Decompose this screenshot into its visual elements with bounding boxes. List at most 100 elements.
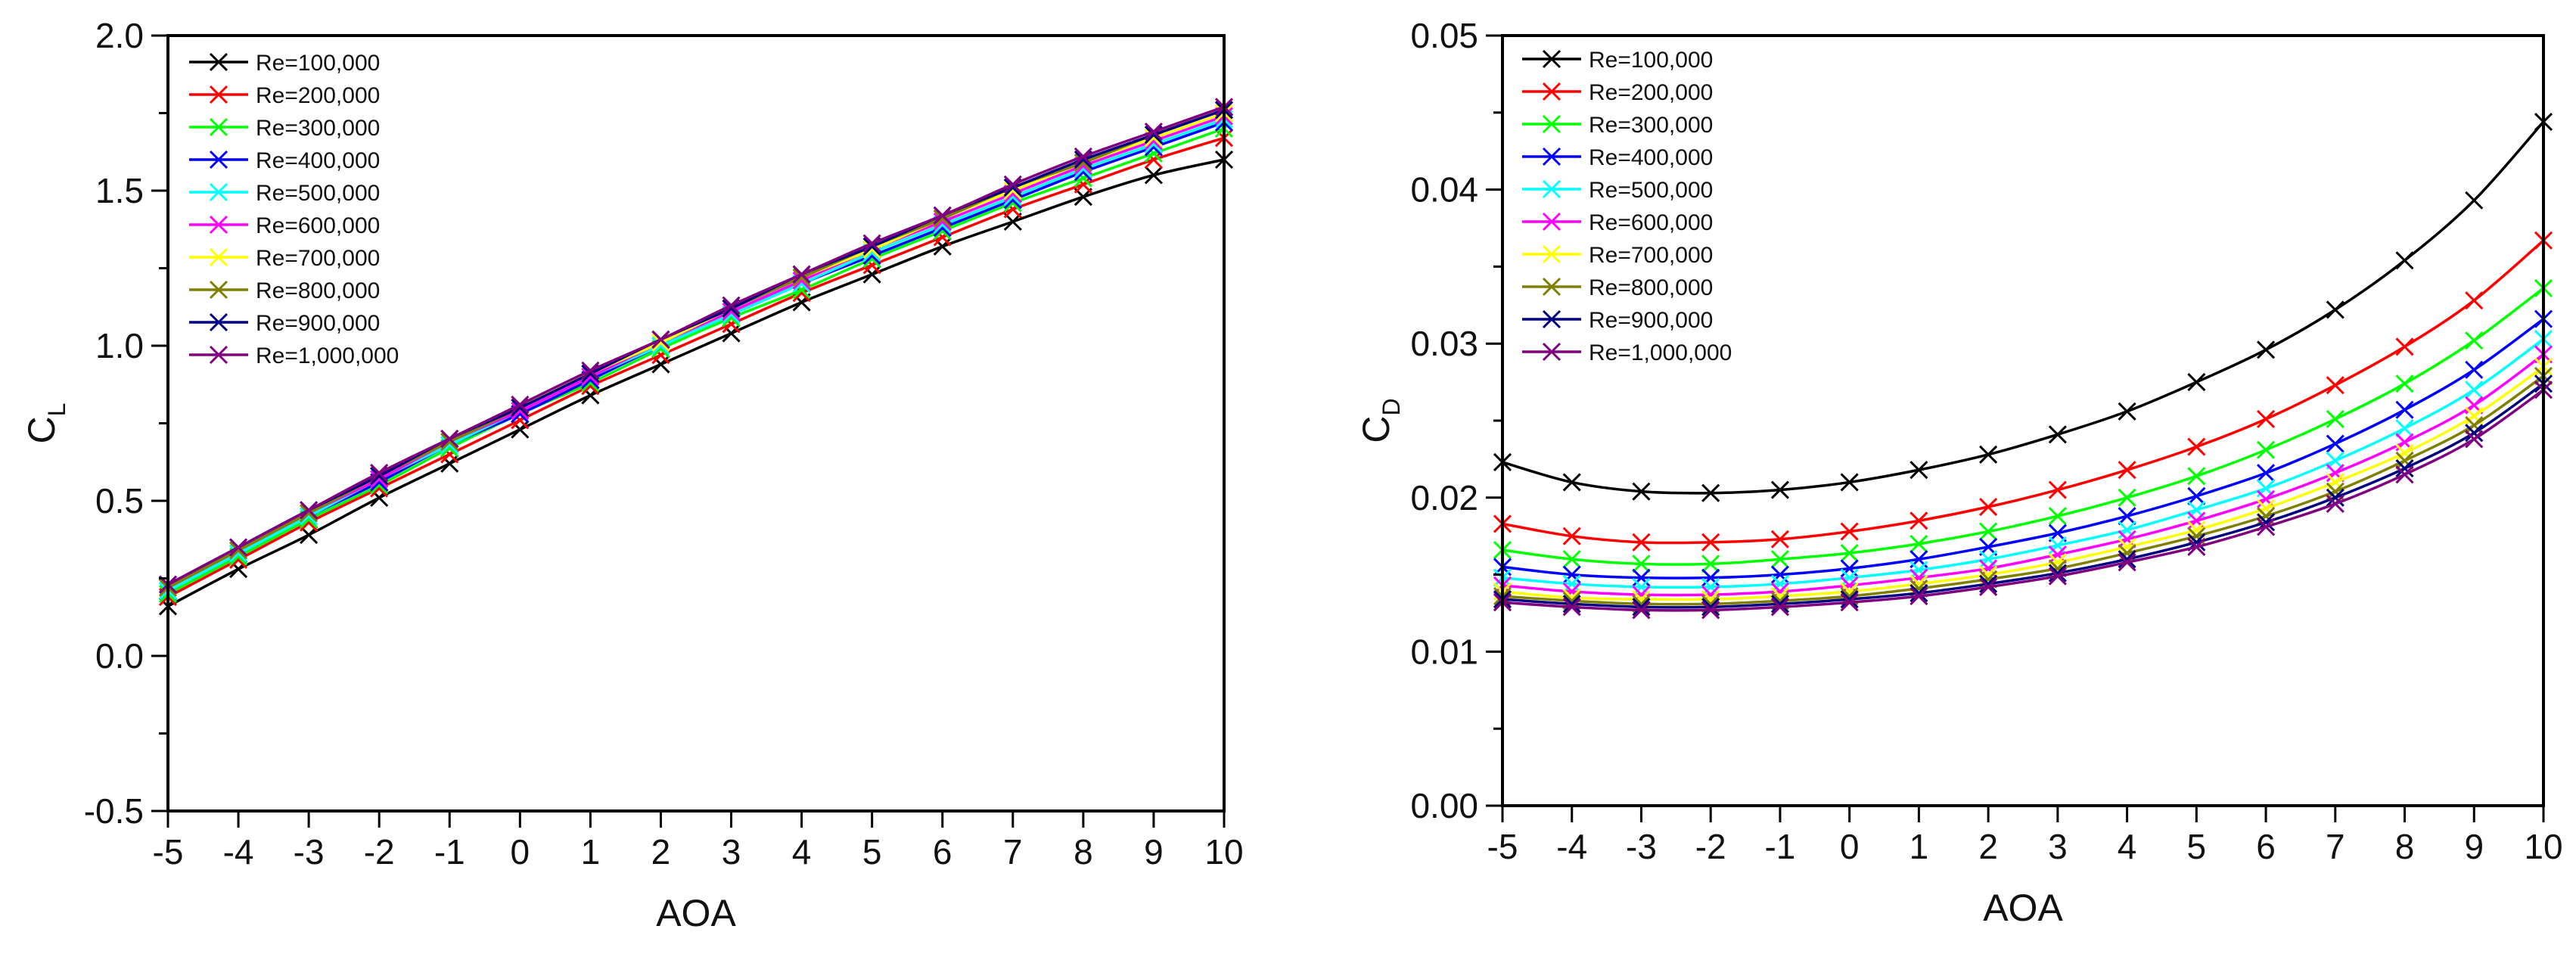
drag-chart-data-point [2048,564,2067,583]
drag-chart-data-point [1770,550,1789,569]
drag-chart-data-point [2395,465,2414,484]
drag-chart-legend-swatch-marker [1542,82,1561,101]
lift-chart-legend-entry: Re=600,000 [189,213,380,238]
drag-chart-legend-swatch-marker [1542,342,1561,362]
drag-chart-data-point [1979,574,1998,593]
lift-chart-legend-entry: Re=500,000 [189,181,380,206]
lift-chart-legend-swatch-marker [209,85,228,104]
lift-chart-data-point [722,296,741,315]
drag-chart-series-line [1502,239,2545,545]
lift-chart-legend-label: Re=300,000 [256,116,380,141]
lift-chart-legend-label: Re=200,000 [256,83,380,108]
lift-chart-data-point [1144,123,1163,141]
drag-chart-data-point [2187,511,2206,530]
drag-chart-legend-swatch-marker [1542,244,1561,264]
drag-chart-data-point [1562,565,1581,584]
lift-chart-data-point [370,464,389,483]
lift-chart-x-tick-label: 2 [651,832,671,872]
drag-chart-y-tick-label: 0.01 [1410,632,1478,671]
drag-chart-data-point [1562,574,1581,593]
drag-chart-data-point [1909,461,1928,480]
lift-chart-x-tick-label: 7 [1003,832,1023,872]
drag-chart-data-point [2118,507,2136,526]
drag-chart-data-point [1632,533,1651,552]
lift-chart-x-tick-label: 6 [933,832,952,872]
drag-chart-data-point [1770,530,1789,548]
lift-chart-x-tick-label: 10 [1204,832,1243,872]
lift-chart-data-point [300,501,319,520]
drag-chart-data-point [2118,520,2136,539]
lift-chart-legend-entry: Re=200,000 [189,83,380,108]
drag-chart-y-tick-label: 0.02 [1410,478,1478,517]
lift-chart-y-tick-label: 2.0 [95,16,144,55]
lift-chart: -5 -4 -3 -2 -1 0 1 2 3 4 5 6 7 8 9 10 -0.5 0.0 0.5 1.0 1.5 2.… [20,16,1244,934]
drag-chart-legend-entry: Re=400,000 [1522,145,1713,170]
drag-chart-data-point [2395,251,2414,270]
drag-chart-data-point [2257,464,2276,483]
drag-chart-data-point [1840,473,1859,492]
drag-chart-series-line [1502,353,2545,597]
drag-chart: -5 -4 -3 -2 -1 0 1 2 3 4 5 6 7 8 9 10 0.00 0.01 0.02 0.03 0.… [1355,16,2563,929]
lift-chart-data-point [1144,166,1163,185]
drag-chart-legend-label: Re=400,000 [1589,145,1713,170]
lift-chart-data-point [862,234,881,253]
lift-chart-y-axis-title-text: CL [20,403,70,444]
drag-chart-y-tick-label: 0.05 [1410,16,1478,55]
drag-chart-data-point [1770,598,1789,617]
drag-chart-series-1 [1493,231,2553,552]
drag-chart-data-point [2118,461,2136,480]
drag-chart-series-0 [1493,112,2553,502]
drag-chart-series-2 [1493,278,2553,573]
drag-chart-data-point [2326,409,2345,429]
drag-chart-x-tick-label: 4 [2118,827,2137,866]
drag-chart-data-point [1562,473,1581,492]
lift-chart-legend-entry: Re=900,000 [189,311,380,336]
drag-chart-data-point [1840,568,1859,587]
lift-chart-data-point [862,265,881,284]
drag-chart-data-point [2257,340,2276,359]
drag-chart-legend-swatch-marker [1542,114,1561,134]
lift-chart-x-tick-label: -1 [434,832,465,872]
drag-chart-legend-label: Re=900,000 [1589,308,1713,333]
drag-chart-data-point [1909,511,1928,530]
drag-chart-data-point [2048,425,2067,444]
drag-chart-data-point [2048,536,2067,555]
drag-chart-y-axis-title: CD [1355,398,1405,443]
lift-chart-legend-label: Re=700,000 [256,246,380,271]
drag-chart-data-point [2326,376,2345,395]
lift-chart-legend-label: Re=800,000 [256,278,380,303]
drag-chart-legend-swatch-marker [1542,309,1561,329]
drag-chart-data-point [1909,587,1928,606]
drag-chart-data-point [2257,489,2276,508]
lift-chart-legend-label: Re=600,000 [256,213,380,238]
drag-chart-data-point [1701,555,1720,573]
lift-chart-legend-entry: Re=1,000,000 [189,343,399,368]
drag-chart-x-tick-label: -2 [1695,827,1726,866]
drag-chart-data-point [2187,373,2206,392]
drag-chart-data-point [2465,381,2484,399]
drag-chart-data-point [1632,601,1651,620]
drag-chart-data-point [1909,561,1928,579]
drag-chart-data-point [2465,424,2484,443]
drag-chart-data-point [2326,300,2345,319]
lift-chart-x-axis-title: AOA [656,892,736,934]
lift-chart-data-point [792,265,811,284]
drag-chart-data-point [2257,409,2276,429]
drag-chart-y-tick-label: 0.03 [1410,324,1478,363]
lift-chart-legend-swatch-marker [209,247,228,267]
drag-chart-legend-swatch-marker [1542,179,1561,199]
drag-chart-x-tick-label: -5 [1487,827,1518,866]
lift-chart-series-line [167,127,1225,595]
lift-chart-legend-entry: Re=700,000 [189,246,380,271]
drag-chart-data-point [2048,507,2067,526]
drag-chart-legend-swatch-marker [1542,212,1561,231]
drag-chart-y-tick-label: 0.04 [1410,170,1478,210]
drag-chart-data-point [2326,464,2345,483]
drag-chart-x-tick-label: 8 [2395,827,2415,866]
lift-chart-data-point [581,361,600,380]
drag-chart-data-point [2187,437,2206,456]
drag-chart-legend-swatch-marker [1542,147,1561,166]
drag-chart-data-point [2465,291,2484,310]
drag-chart-legend-label: Re=1,000,000 [1589,340,1732,365]
lift-chart-y-tick-label: 0.5 [95,481,144,520]
